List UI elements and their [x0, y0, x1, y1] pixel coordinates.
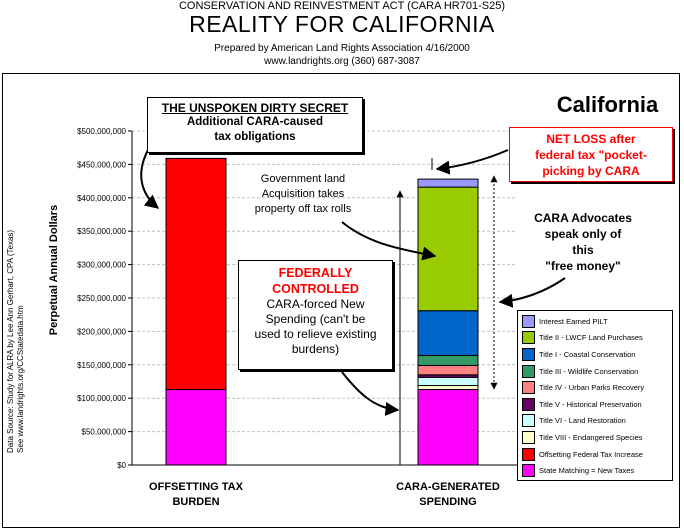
legend-item: State Matching = New Taxes: [518, 462, 672, 479]
legend-label: Title VIII - Endangered Species: [539, 432, 643, 442]
legend-swatch: [522, 414, 535, 428]
net-loss-callout: NET LOSS after federal tax "pocket- pick…: [509, 127, 673, 182]
arrow-govt: [341, 221, 437, 261]
prepared-by: Prepared by American Land Rights Associa…: [214, 43, 470, 54]
federally-controlled-callout: FEDERALLY CONTROLLED CARA-forced New Spe…: [238, 260, 393, 370]
legend-item: Title III - Wildlife Conservation: [518, 363, 672, 380]
dirty-secret-callout: THE UNSPOKEN DIRTY SECRET Additional CAR…: [147, 97, 363, 153]
legend-label: State Matching = New Taxes: [539, 466, 635, 476]
bar-segment: [417, 376, 479, 387]
legend-label: Title I - Coastal Conservation: [539, 349, 636, 359]
advocates-line-4: "free money": [545, 259, 621, 273]
category-label: CARA-GENERATED: [396, 481, 500, 493]
legend-item: Interest Earned PILT: [518, 313, 672, 330]
legend-label: Interest Earned PILT: [539, 316, 608, 326]
arrow-federal: [341, 371, 400, 416]
net-loss-line-2: federal tax "pocket-: [535, 148, 647, 162]
govt-line-2: Acquisition takes: [261, 188, 345, 200]
bar-segment: [417, 385, 479, 391]
fed-line-2: CONTROLLED: [272, 282, 359, 296]
y-tick-label: $100,000,000: [77, 394, 126, 403]
bar-segment: [417, 364, 479, 376]
legend-swatch: [522, 347, 535, 361]
y-tick-label: $300,000,000: [77, 261, 126, 270]
legend-item: Title VI - Land Restoration: [518, 413, 672, 430]
net-loss-line-1: NET LOSS after: [546, 132, 636, 146]
legend-item: Title VIII - Endangered Species: [518, 429, 672, 446]
legend-label: Title VI - Land Restoration: [539, 416, 626, 426]
legend-item: Title I - Coastal Conservation: [518, 346, 672, 363]
legend-item: Offsetting Federal Tax Increase: [518, 446, 672, 463]
legend-item: Title IV - Urban Parks Recovery: [518, 379, 672, 396]
legend-swatch: [522, 397, 535, 411]
bar-segment: [417, 389, 479, 466]
legend-label: Offsetting Federal Tax Increase: [539, 449, 643, 459]
bar-segment: [417, 178, 479, 188]
bar-segment: [417, 186, 479, 312]
chart-frame: [2, 73, 680, 528]
net-loss-line-3: picking by CARA: [542, 164, 640, 178]
bar-segment: [165, 389, 227, 466]
arrow-advocates: [498, 277, 566, 308]
legend-label: Title III - Wildlife Conservation: [539, 366, 639, 376]
legend-swatch: [522, 447, 535, 461]
y-tick-label: $500,000,000: [77, 127, 126, 136]
govt-acquisition-note: Government land Acquisition takes proper…: [238, 172, 368, 217]
govt-line-3: property off tax rolls: [254, 203, 352, 215]
dirty-secret-line-2: tax obligations: [214, 131, 296, 143]
legend-label: Title II - LWCF Land Purchases: [539, 333, 643, 343]
legend-swatch: [522, 430, 535, 444]
legend-label: Title IV - Urban Parks Recovery: [539, 383, 645, 393]
legend-swatch: [522, 314, 535, 328]
y-tick-label: $50,000,000: [82, 428, 127, 437]
category-label: SPENDING: [419, 496, 476, 508]
advocates-line-1: CARA Advocates: [534, 211, 632, 225]
advocates-line-3: this: [572, 243, 594, 257]
dirty-secret-title: THE UNSPOKEN DIRTY SECRET: [161, 101, 349, 115]
bar-segment: [165, 157, 227, 391]
y-tick-label: $0: [117, 461, 126, 470]
category-label: BURDEN: [172, 496, 219, 508]
category-label: OFFSETTING TAX: [149, 481, 244, 493]
advocates-note: CARA Advocates speak only of this "free …: [503, 210, 663, 274]
website-phone: www.landrights.org (360) 687-3087: [264, 56, 420, 67]
fed-line-1: FEDERALLY: [278, 266, 353, 280]
govt-line-1: Government land: [260, 173, 346, 185]
dirty-secret-line-1: Additional CARA-caused: [186, 116, 324, 128]
header-top: CONSERVATION AND REINVESTMENT ACT (CARA …: [178, 0, 505, 12]
y-axis-label: Perpetual Annual Dollars: [48, 205, 60, 335]
bar-segment: [417, 310, 479, 356]
y-tick-label: $250,000,000: [77, 294, 126, 303]
legend-item: Title II - LWCF Land Purchases: [518, 330, 672, 347]
source-line-1: Data Source: Study for ALRA by Lee Ann G…: [6, 229, 15, 453]
advocates-line-2: speak only of: [544, 227, 622, 241]
chart-legend: Interest Earned PILT Title II - LWCF Land…: [517, 310, 673, 481]
legend-label: Title V - Historical Preservation: [539, 399, 642, 409]
page-title: REALITY FOR CALIFORNIA: [189, 11, 495, 37]
legend-item: Title V - Historical Preservation: [518, 396, 672, 413]
y-tick-label: $150,000,000: [77, 361, 126, 370]
state-label: California: [556, 92, 659, 117]
fed-line-5: used to relieve existing: [254, 327, 377, 341]
source-line-2: See www.landrights.org/CCStatedata.htm: [16, 305, 25, 453]
fed-line-3: CARA-forced New: [266, 297, 365, 311]
arrow-secret: [140, 149, 160, 209]
legend-swatch: [522, 331, 535, 345]
legend-swatch: [522, 381, 535, 395]
fed-line-6: burdens): [291, 342, 340, 356]
y-tick-label: $400,000,000: [77, 194, 126, 203]
fed-line-4: Spending (can't be: [265, 312, 366, 326]
y-tick-label: $200,000,000: [77, 327, 126, 336]
arrow-net-loss: [435, 149, 509, 175]
bar-segment: [417, 354, 479, 366]
y-tick-label: $350,000,000: [77, 227, 126, 236]
y-tick-label: $450,000,000: [77, 160, 126, 169]
legend-swatch: [522, 464, 535, 478]
legend-swatch: [522, 364, 535, 378]
